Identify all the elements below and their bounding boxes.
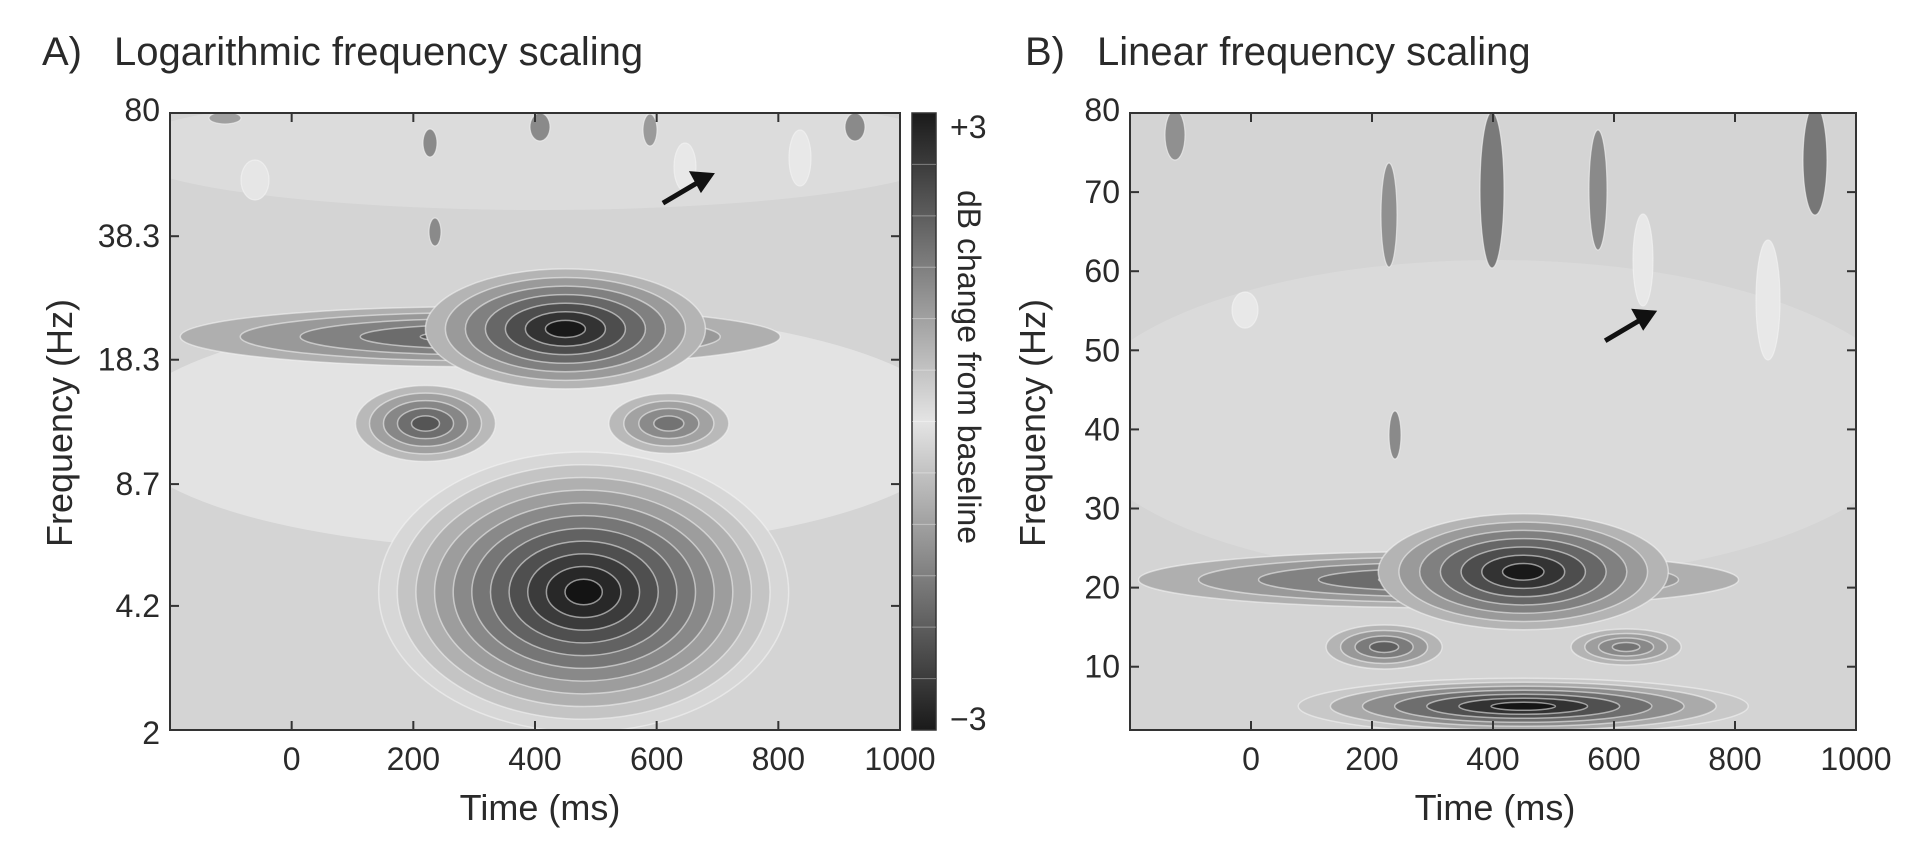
panel-a: 0 200 400 600 800 1000 2 4.2 8.7 18.3 38.3 80 Time … bbox=[39, 92, 936, 828]
panel-a-xlabel: Time (ms) bbox=[460, 787, 621, 828]
panel-b-ytick-label: 20 bbox=[1084, 570, 1120, 606]
panel-a-streak bbox=[428, 217, 442, 247]
panel-a-low-freq-blob bbox=[564, 578, 604, 606]
panel-a-ytick-label: 4.2 bbox=[116, 588, 160, 624]
panel-a-ytick-label: 18.3 bbox=[98, 342, 160, 378]
panel-b-alpha-blob-left bbox=[1368, 640, 1400, 654]
panel-a-xtick-label: 200 bbox=[387, 741, 440, 777]
panel-b-low-freq-blob bbox=[1490, 701, 1557, 712]
panel-b-streak bbox=[1231, 291, 1259, 329]
panel-a-ytick-label: 38.3 bbox=[98, 218, 160, 254]
panel-a-xtick-label: 0 bbox=[283, 741, 301, 777]
panel-b-streak bbox=[1588, 129, 1608, 251]
panel-b-streak bbox=[1380, 162, 1398, 268]
panel-b-heatmap bbox=[1130, 113, 1856, 730]
panel-b-alpha-blob-right bbox=[1611, 641, 1641, 653]
panel-a-streak bbox=[844, 113, 866, 142]
panel-b-beta-peak bbox=[1501, 562, 1545, 581]
panel-a-beta-peak bbox=[544, 319, 587, 339]
panel-b-streak bbox=[1479, 113, 1505, 269]
panel-b-ytick-label: 40 bbox=[1084, 411, 1120, 447]
colorbar-max-label: +3 bbox=[950, 109, 986, 145]
panel-a-ylabel: Frequency (Hz) bbox=[39, 299, 80, 547]
panel-a-ticks: 0 200 400 600 800 1000 2 4.2 8.7 18.3 38.3 80 bbox=[98, 92, 936, 777]
panel-a-xtick-label: 600 bbox=[630, 741, 683, 777]
panel-a-ytick-label: 2 bbox=[142, 715, 160, 751]
panel-a-alpha-blob-left bbox=[410, 415, 441, 432]
panel-b-ytick-label: 70 bbox=[1084, 174, 1120, 210]
panel-b-ytick-label: 50 bbox=[1084, 332, 1120, 368]
panel-b-streak bbox=[1388, 410, 1402, 460]
panel-b-streak bbox=[1755, 239, 1781, 361]
panel-b-xtick-label: 400 bbox=[1466, 741, 1519, 777]
panel-a-title-text: Logarithmic frequency scaling bbox=[114, 30, 644, 74]
panel-b-xtick-label: 1000 bbox=[1820, 741, 1891, 777]
panel-a-streak bbox=[642, 113, 658, 147]
panel-b-ticks: 0 200 400 600 800 1000 10 20 30 40 50 60 70 80 bbox=[1084, 92, 1891, 777]
panel-b-xtick-label: 0 bbox=[1242, 741, 1260, 777]
panel-b-ytick-label: 30 bbox=[1084, 491, 1120, 527]
panel-b-title: B) Linear frequency scaling bbox=[1025, 30, 1531, 75]
panel-a-arrow-head bbox=[688, 171, 715, 194]
colorbar-gradient bbox=[911, 112, 937, 731]
panel-a-alpha-blob-right bbox=[653, 415, 685, 432]
panel-b-streak bbox=[1632, 213, 1654, 307]
panel-a-xtick-label: 800 bbox=[752, 741, 805, 777]
panel-b-xlabel: Time (ms) bbox=[1415, 787, 1576, 828]
panel-b-arrow-head bbox=[1631, 308, 1658, 331]
colorbar: +3 −3 dB change from baseline bbox=[911, 109, 987, 737]
panel-b-ylabel: Frequency (Hz) bbox=[1012, 299, 1053, 547]
panel-a-xtick-label: 400 bbox=[508, 741, 561, 777]
colorbar-min-label: −3 bbox=[950, 701, 986, 737]
panel-a-streak bbox=[788, 129, 812, 187]
panel-a-xtick-label: 1000 bbox=[864, 741, 935, 777]
panel-b-xtick-label: 200 bbox=[1345, 741, 1398, 777]
panel-a-title: A) Logarithmic frequency scaling bbox=[42, 30, 643, 75]
panel-b-title-text: Linear frequency scaling bbox=[1097, 30, 1531, 74]
panel-b-ytick-label: 80 bbox=[1084, 92, 1120, 128]
panel-b: 0 200 400 600 800 1000 10 20 30 40 50 60 70 80 Time (… bbox=[1012, 92, 1892, 828]
panel-a-ytick-label: 8.7 bbox=[116, 466, 160, 502]
panel-b-xtick-label: 600 bbox=[1587, 741, 1640, 777]
panel-b-streak bbox=[1164, 113, 1186, 161]
panel-b-ytick-label: 10 bbox=[1084, 649, 1120, 685]
panel-a-streak bbox=[422, 128, 438, 158]
panel-b-streak bbox=[1802, 113, 1828, 216]
panel-a-streak bbox=[208, 113, 242, 125]
panel-a-streak bbox=[529, 113, 551, 142]
panel-a-heatmap bbox=[170, 113, 900, 730]
panel-a-streak bbox=[240, 159, 270, 201]
panel-b-light-band bbox=[1130, 260, 1856, 580]
panel-a-letter: A) bbox=[42, 30, 82, 74]
panel-b-ytick-label: 60 bbox=[1084, 253, 1120, 289]
colorbar-ticks bbox=[912, 163, 936, 680]
panel-b-letter: B) bbox=[1025, 30, 1065, 74]
colorbar-title: dB change from baseline bbox=[951, 190, 987, 544]
panel-a-light-band bbox=[170, 113, 900, 210]
panel-a-ytick-label: 80 bbox=[124, 92, 160, 128]
panel-b-xtick-label: 800 bbox=[1708, 741, 1761, 777]
